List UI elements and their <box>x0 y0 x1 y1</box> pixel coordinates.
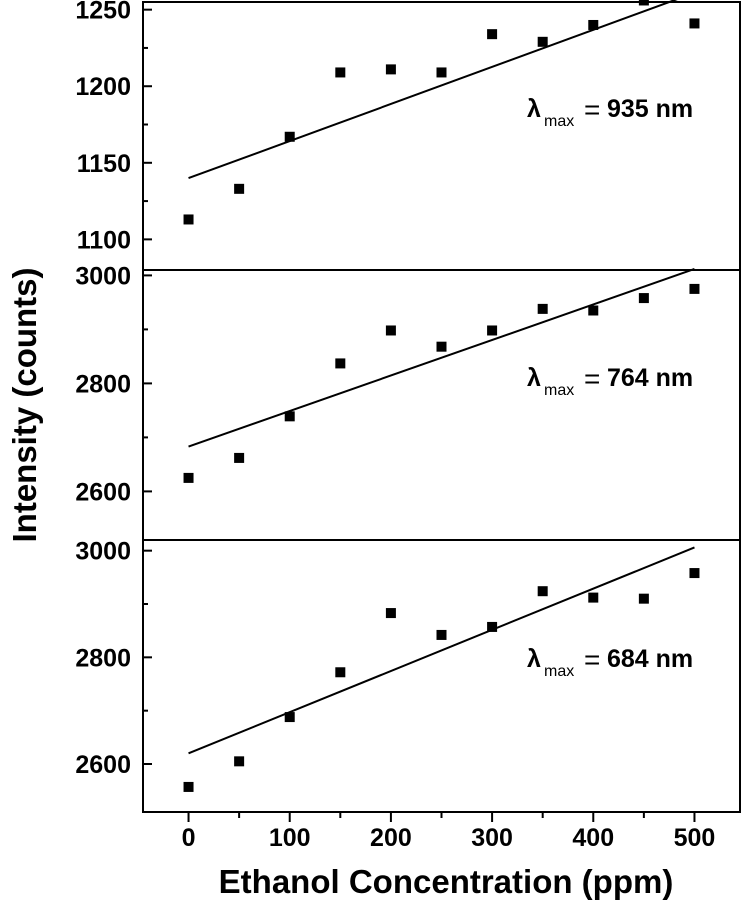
panel-3: 2600 2800 3000 λ max = 684 nm <box>75 538 741 813</box>
y-tick-label: 3000 <box>75 538 131 566</box>
panel-frame <box>142 1 741 271</box>
data-point <box>234 183 245 194</box>
y-tick-label: 1150 <box>77 150 131 178</box>
annotation-value: 764 nm <box>607 364 693 392</box>
data-point <box>234 452 245 463</box>
fit-line <box>188 546 695 755</box>
annotation-value: 684 nm <box>607 645 693 673</box>
data-point <box>284 411 295 422</box>
fit-line <box>188 267 695 448</box>
data-point <box>537 586 548 597</box>
x-tick-label: 400 <box>572 824 614 852</box>
data-point <box>284 712 295 723</box>
data-point <box>588 305 599 316</box>
annotation-equals: = <box>584 644 600 675</box>
x-axis: 0 100 200 300 400 500 <box>182 812 716 852</box>
annotation-subscript: max <box>544 113 574 130</box>
y-tick-label: 1100 <box>77 226 131 254</box>
x-tick-label: 300 <box>471 824 513 852</box>
y-tick-label: 2800 <box>75 370 131 398</box>
data-point <box>385 325 396 336</box>
annotation-equals: = <box>584 94 600 125</box>
y-tick-label: 3000 <box>75 262 131 290</box>
data-point <box>638 0 649 6</box>
y-tick-label: 2600 <box>75 478 131 506</box>
x-tick-label: 100 <box>269 824 311 852</box>
data-point <box>183 472 194 483</box>
data-point <box>689 18 700 29</box>
data-point <box>638 593 649 604</box>
x-tick-label: 200 <box>370 824 412 852</box>
y-axis-title: Intensity (counts) <box>6 267 43 542</box>
data-point <box>689 568 700 579</box>
y-tick-label: 2800 <box>75 644 131 672</box>
data-point <box>284 131 295 142</box>
panel-frame <box>142 539 741 813</box>
data-point <box>588 19 599 30</box>
data-point <box>588 592 599 603</box>
x-axis-title: Ethanol Concentration (ppm) <box>219 863 674 900</box>
data-point <box>385 64 396 75</box>
x-tick-label: 0 <box>182 824 196 852</box>
fit-line <box>188 0 678 180</box>
annotation-value: 935 nm <box>607 95 693 123</box>
data-point <box>537 36 548 47</box>
annotation-equals: = <box>584 363 600 394</box>
data-point <box>638 293 649 304</box>
annotation-lambda: λ <box>527 645 541 673</box>
data-point <box>436 67 447 78</box>
data-point <box>487 29 498 40</box>
data-point <box>537 303 548 314</box>
data-point <box>335 667 346 678</box>
data-point <box>183 214 194 225</box>
data-point <box>436 341 447 352</box>
data-point <box>689 283 700 294</box>
y-tick-label: 2600 <box>75 751 131 779</box>
annotation-lambda: λ <box>527 364 541 392</box>
x-tick-label: 500 <box>674 824 716 852</box>
data-point <box>436 629 447 640</box>
data-point <box>385 608 396 619</box>
annotation-subscript: max <box>544 382 574 399</box>
data-point <box>335 67 346 78</box>
data-point <box>487 325 498 336</box>
data-point <box>487 621 498 632</box>
data-point <box>234 756 245 767</box>
data-point <box>183 781 194 792</box>
annotation-subscript: max <box>544 663 574 680</box>
panel-frame <box>142 269 741 541</box>
annotation-lambda: λ <box>527 95 541 123</box>
panel-1: 1100 1150 1200 1250 λ max = 935 nm <box>75 0 741 271</box>
data-point <box>335 358 346 369</box>
panel-2: 2600 2800 3000 λ max = 764 nm <box>75 262 741 541</box>
y-tick-label: 1250 <box>75 0 131 25</box>
y-tick-label: 1200 <box>75 73 131 101</box>
